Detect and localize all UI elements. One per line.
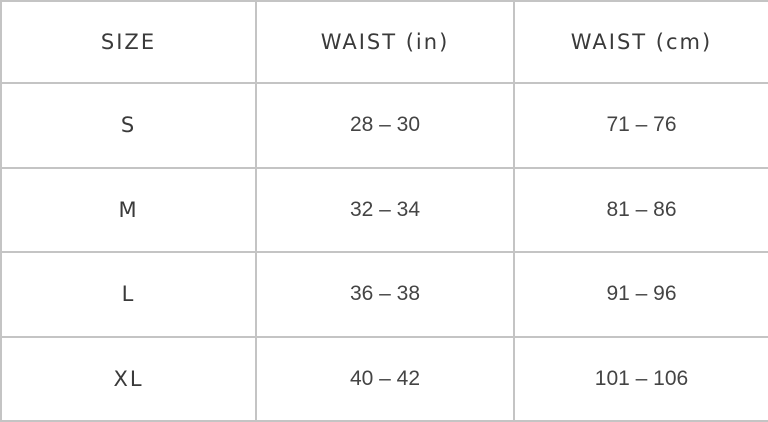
waist-cm-cell: 81 – 86 [513, 166, 768, 253]
waist-in-cell: 32 – 34 [255, 166, 515, 253]
waist-in-cell: 40 – 42 [255, 335, 515, 422]
header-size: SIZE [0, 0, 257, 84]
table-row: M 32 – 34 81 – 86 [0, 166, 768, 253]
header-waist-in: WAIST (in) [255, 0, 515, 84]
size-cell: M [0, 166, 257, 253]
size-cell: XL [0, 335, 257, 422]
table-row: XL 40 – 42 101 – 106 [0, 335, 768, 422]
waist-in-cell: 28 – 30 [255, 82, 515, 169]
size-cell: L [0, 251, 257, 338]
table-row: S 28 – 30 71 – 76 [0, 82, 768, 169]
waist-in-cell: 36 – 38 [255, 251, 515, 338]
size-cell: S [0, 82, 257, 169]
header-row: SIZE WAIST (in) WAIST (cm) [0, 0, 768, 84]
waist-cm-cell: 91 – 96 [513, 251, 768, 338]
table-row: L 36 – 38 91 – 96 [0, 251, 768, 338]
waist-cm-cell: 101 – 106 [513, 335, 768, 422]
header-waist-cm: WAIST (cm) [513, 0, 768, 84]
waist-cm-cell: 71 – 76 [513, 82, 768, 169]
